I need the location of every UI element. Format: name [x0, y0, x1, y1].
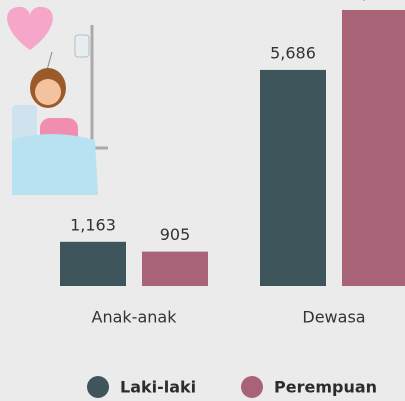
value-label: 5,686 [270, 43, 316, 62]
illustration [7, 6, 108, 195]
legend-swatch [87, 376, 109, 398]
value-label: 905 [160, 225, 191, 244]
legend-swatch [241, 376, 263, 398]
bar [342, 9, 405, 287]
value-label: 7,264 [352, 0, 398, 2]
value-label: 1,163 [70, 215, 116, 234]
legend-label: Perempuan [274, 378, 377, 397]
blanket [12, 134, 98, 195]
bar [142, 251, 208, 286]
bar [60, 241, 126, 286]
bar [260, 69, 326, 286]
balloon [7, 6, 53, 50]
category-label: Dewasa [302, 308, 365, 327]
iv-bag [74, 34, 90, 58]
legend-label: Laki-laki [120, 378, 196, 397]
category-label: Anak-anak [92, 308, 178, 327]
girl-face [35, 79, 61, 105]
